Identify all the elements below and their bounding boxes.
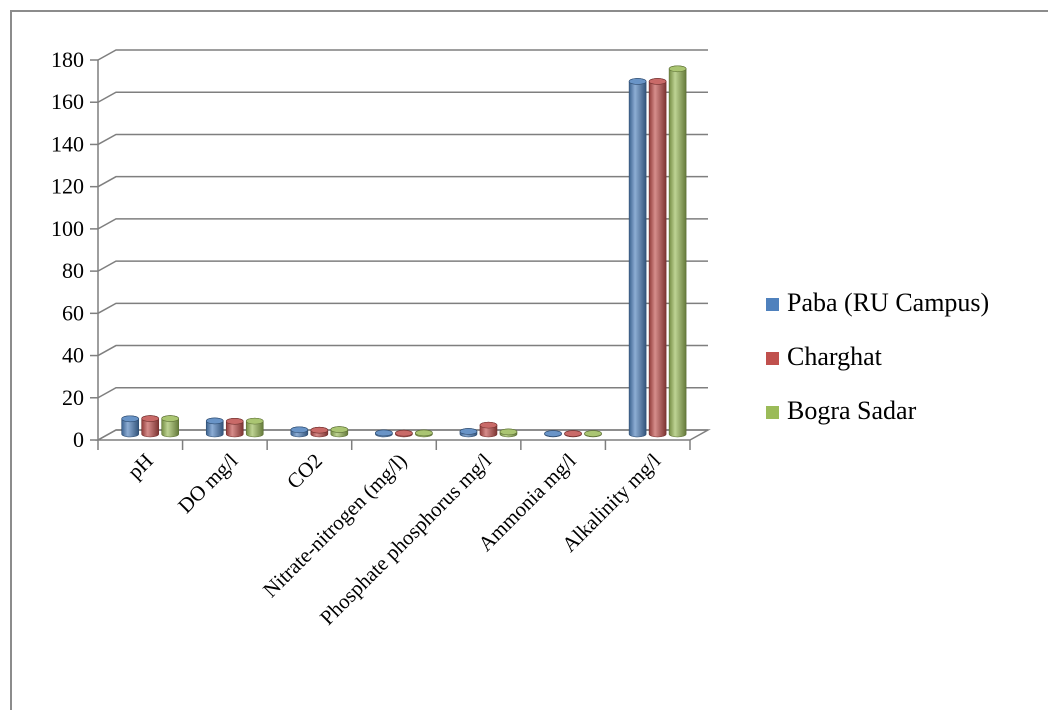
legend-swatch: [766, 406, 779, 419]
bar-top: [648, 78, 667, 85]
bar-top: [479, 421, 498, 429]
y-tick-label: 20: [62, 385, 84, 410]
bar-top: [628, 78, 647, 85]
bar: [330, 426, 349, 438]
y-tick-label: 0: [73, 427, 84, 452]
bars: [121, 65, 687, 438]
bar-top: [121, 415, 139, 423]
gridline: [97, 91, 708, 103]
gridline: [97, 49, 708, 61]
legend-label: Bogra Sadar: [787, 396, 917, 425]
bar: [245, 417, 264, 438]
y-tick-label: 120: [51, 174, 84, 199]
x-tick-label: Nitrate-nitrogen (mg/l): [258, 449, 411, 602]
x-tick-label: CO2: [282, 449, 327, 494]
bar-top: [161, 415, 179, 422]
bar: [225, 418, 244, 438]
bar: [141, 415, 159, 438]
gridline: [97, 387, 708, 399]
y-tick-label: 140: [51, 131, 84, 156]
bar-top: [225, 418, 244, 425]
bar: [161, 415, 179, 438]
gridline: [97, 344, 708, 357]
x-tick-label: DO mg/l: [173, 448, 242, 517]
chart-walls: [95, 60, 711, 441]
x-tick-label: Phosphate phosphorus mg/l: [315, 448, 496, 629]
gridline: [97, 133, 708, 146]
y-tick-label: 80: [62, 258, 84, 283]
bar-top: [245, 417, 264, 425]
bar: [668, 65, 687, 438]
bar-top: [499, 428, 518, 436]
bar: [205, 417, 224, 438]
bar: [395, 429, 413, 438]
bar-body: [668, 65, 687, 438]
legend: Paba (RU Campus) Charghat Bogra Sadar: [766, 288, 989, 425]
bar: [375, 429, 393, 438]
x-tick-label: pH: [123, 449, 158, 484]
legend-swatch: [766, 298, 779, 311]
gridline: [97, 260, 708, 272]
legend-label: Charghat: [787, 342, 883, 371]
bar: [499, 428, 518, 438]
bar-top: [564, 430, 582, 437]
bar-top: [290, 426, 309, 434]
bar: [415, 429, 433, 438]
y-tick-label: 60: [62, 300, 84, 325]
bar-top: [205, 417, 224, 425]
y-tick-label: 160: [51, 89, 84, 114]
bar: [310, 426, 329, 438]
bar-top: [375, 429, 393, 437]
bar-top: [395, 429, 413, 437]
bar-top: [330, 426, 349, 433]
bar: [544, 430, 562, 438]
bar-top: [544, 430, 562, 437]
bar: [564, 430, 582, 438]
bar: [628, 78, 647, 438]
bar-top: [415, 429, 433, 437]
y-axis-ticks: 0 20 40 60 80 100 120 140 160 180: [51, 47, 691, 452]
bar: [459, 428, 478, 438]
bar-top: [584, 430, 602, 437]
bar: [290, 426, 309, 438]
bar-top: [459, 428, 478, 435]
bar-body: [648, 78, 667, 438]
bar: [648, 78, 667, 438]
legend-swatch: [766, 352, 779, 365]
y-tick-label: 180: [51, 47, 84, 72]
chart-frame: [10, 10, 1048, 710]
y-tick-label: 40: [62, 343, 84, 368]
bar-body: [628, 78, 647, 438]
gridlines: [97, 49, 708, 441]
gridline: [97, 175, 708, 188]
bar-top: [668, 65, 687, 73]
bar: [479, 421, 498, 438]
bar: [584, 430, 602, 438]
y-tick-label: 100: [51, 216, 84, 241]
bar: [121, 415, 139, 438]
gridline: [97, 302, 708, 314]
bar-top: [141, 415, 159, 422]
legend-label: Paba (RU Campus): [787, 288, 989, 317]
gridline: [97, 218, 708, 230]
bar-top: [310, 426, 329, 434]
